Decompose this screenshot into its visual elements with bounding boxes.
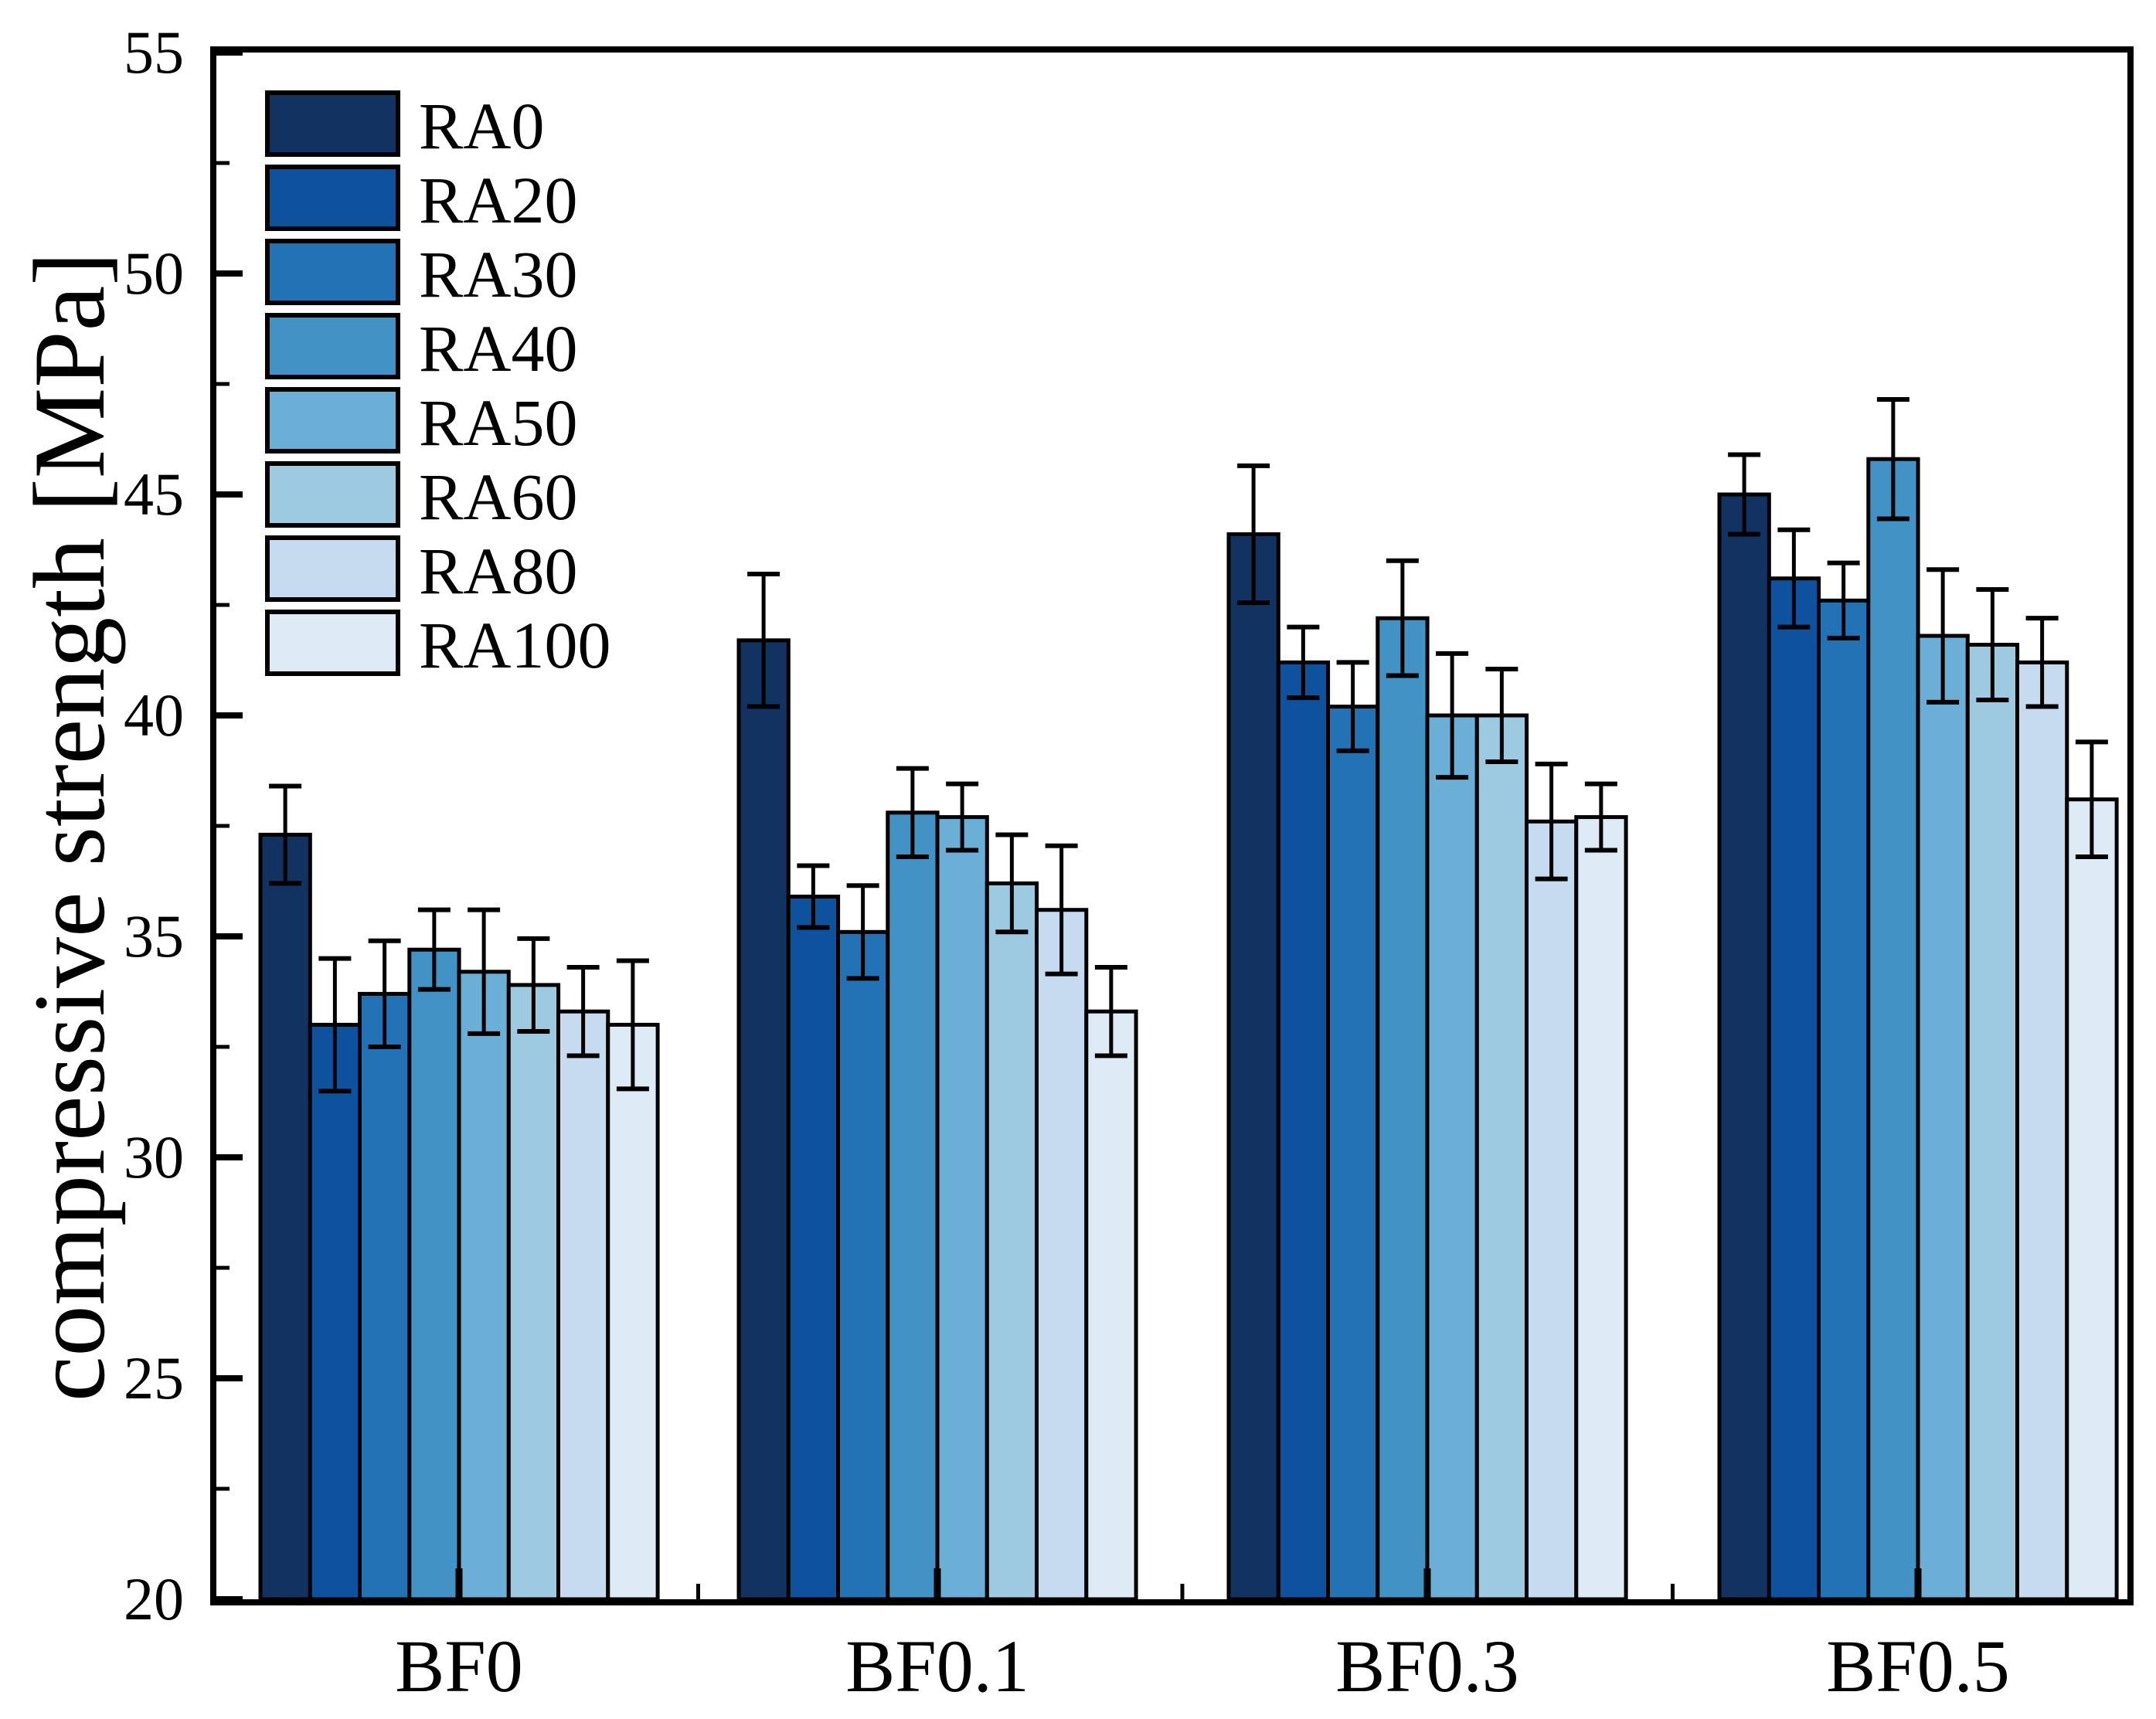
bar-RA100-BF0.5 (2065, 797, 2119, 1602)
y-tick-label-20: 20 (124, 1565, 184, 1632)
bar-RA100-BF0 (606, 1022, 660, 1602)
bar-RA40-BF0 (407, 947, 461, 1602)
legend-item-RA50: RA50 (265, 386, 610, 460)
legend-item-RA60: RA60 (265, 460, 610, 534)
bar-RA60-BF0.1 (984, 881, 1039, 1602)
bar-RA30-BF0.5 (1817, 598, 1871, 1602)
y-tick-label-45: 45 (124, 460, 184, 528)
legend-swatch-RA40 (265, 313, 400, 379)
legend-label-RA60: RA60 (419, 460, 578, 534)
bar-RA30-BF0.3 (1326, 705, 1380, 1602)
legend-swatch-RA60 (265, 461, 400, 528)
bar-RA40-BF0.1 (886, 810, 940, 1602)
legend-swatch-RA0 (265, 90, 400, 157)
x-tick-label-BF0: BF0 (395, 1625, 523, 1707)
bar-RA60-BF0.3 (1474, 713, 1529, 1602)
bar-RA50-BF0 (457, 970, 511, 1602)
bar-RA60-BF0 (506, 983, 561, 1602)
bar-RA30-BF0.1 (836, 929, 890, 1602)
bar-RA30-BF0 (358, 991, 412, 1602)
bar-RA50-BF0.5 (1916, 634, 1970, 1602)
legend-item-RA20: RA20 (265, 163, 610, 237)
legend-item-RA80: RA80 (265, 534, 610, 608)
legend-label-RA20: RA20 (419, 163, 578, 237)
x-tick-label-BF0.5: BF0.5 (1826, 1625, 2010, 1707)
legend-swatch-RA50 (265, 387, 400, 454)
y-tick-label-50: 50 (124, 240, 184, 307)
legend-item-RA0: RA0 (265, 89, 610, 163)
bar-RA50-BF0.1 (935, 815, 989, 1602)
bar-RA40-BF0.5 (1866, 457, 1920, 1602)
legend-item-RA100: RA100 (265, 608, 611, 682)
y-tick-label-40: 40 (124, 681, 184, 749)
bar-RA0-BF0.3 (1226, 532, 1280, 1602)
bar-RA40-BF0.3 (1376, 616, 1430, 1602)
legend-swatch-RA30 (265, 239, 400, 305)
y-tick-label-30: 30 (124, 1123, 184, 1191)
legend-label-RA40: RA40 (419, 311, 578, 386)
y-tick-label-35: 35 (124, 902, 184, 970)
bar-RA20-BF0.1 (786, 895, 841, 1602)
y-tick-label-55: 55 (124, 19, 184, 86)
bar-RA60-BF0.5 (1965, 643, 2020, 1602)
legend-label-RA100: RA100 (419, 608, 611, 682)
bar-RA0-BF0.5 (1717, 492, 1771, 1602)
legend-label-RA80: RA80 (419, 534, 578, 608)
legend-swatch-RA100 (265, 610, 400, 676)
x-tick-label-BF0.3: BF0.3 (1335, 1625, 1519, 1707)
bar-RA80-BF0.5 (2015, 660, 2069, 1602)
bar-RA80-BF0 (556, 1009, 610, 1602)
y-tick-label-25: 25 (124, 1344, 184, 1412)
legend-label-RA0: RA0 (419, 89, 545, 163)
axes-frame (210, 46, 2134, 1605)
bar-RA0-BF0.1 (736, 638, 791, 1602)
legend-label-RA50: RA50 (419, 386, 578, 460)
x-tick-label-BF0.1: BF0.1 (845, 1625, 1029, 1707)
bar-RA100-BF0.1 (1084, 1009, 1138, 1602)
legend-swatch-RA80 (265, 535, 400, 602)
bar-RA80-BF0.1 (1035, 908, 1089, 1602)
legend: RA0 RA20 RA30 RA40 RA50 RA60 RA80 RA100 (265, 90, 610, 684)
legend-swatch-RA20 (265, 165, 400, 231)
legend-item-RA40: RA40 (265, 311, 610, 386)
bar-RA50-BF0.3 (1425, 713, 1479, 1602)
bar-RA100-BF0.3 (1574, 815, 1628, 1602)
bar-RA80-BF0.3 (1525, 819, 1579, 1602)
legend-item-RA30: RA30 (265, 237, 610, 311)
bar-RA0-BF0 (258, 832, 312, 1602)
bar-RA20-BF0.3 (1276, 660, 1331, 1602)
legend-label-RA30: RA30 (419, 237, 578, 311)
bar-RA20-BF0 (308, 1022, 362, 1602)
bar-RA20-BF0.5 (1767, 576, 1821, 1602)
